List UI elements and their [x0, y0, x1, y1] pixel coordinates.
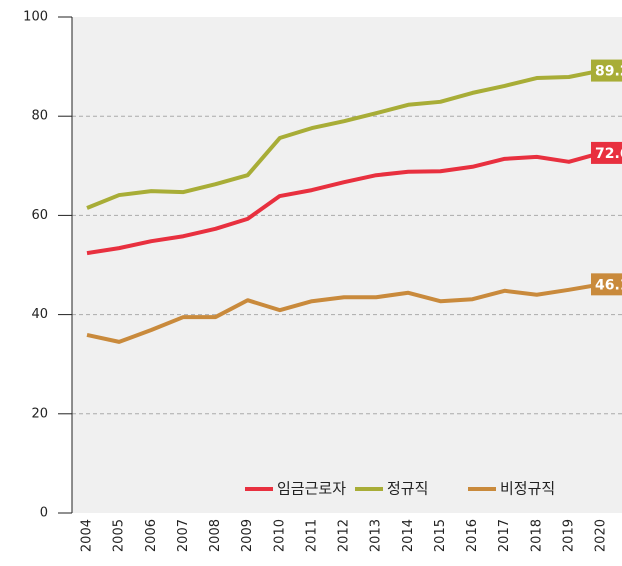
x-tick-label: 2015 — [433, 519, 448, 552]
x-tick-label: 2020 — [594, 519, 609, 552]
end-label: 46.1 — [595, 277, 622, 293]
x-tick-label: 2017 — [497, 519, 512, 552]
y-tick-label: 80 — [31, 109, 48, 124]
plot-area — [72, 17, 622, 513]
x-tick-label: 2010 — [272, 519, 287, 552]
y-tick-label: 0 — [40, 506, 48, 521]
series-line — [86, 68, 602, 210]
x-tick-label: 2005 — [112, 519, 127, 552]
end-label-bg — [591, 273, 622, 296]
series-line — [86, 150, 602, 256]
x-tick-label: 2011 — [304, 519, 319, 552]
x-tick-label: 2012 — [337, 519, 352, 552]
legend-label: 임금근로자 — [277, 480, 346, 498]
x-tick-label: 2016 — [465, 519, 480, 552]
end-label: 72.6 — [595, 146, 622, 162]
x-tick-label: 2013 — [369, 519, 384, 552]
legend-label: 정규직 — [387, 480, 428, 498]
x-tick-label: 2006 — [144, 519, 159, 552]
y-tick-label: 60 — [31, 208, 48, 223]
end-label-bg — [591, 141, 622, 164]
y-tick-label: 100 — [23, 10, 48, 25]
x-tick-label: 2018 — [529, 519, 544, 552]
end-label: 89.2 — [595, 64, 622, 80]
series-line — [86, 282, 602, 344]
x-tick-label: 2008 — [208, 519, 223, 552]
x-tick-label: 2009 — [240, 519, 255, 552]
end-label-bg — [591, 59, 622, 82]
y-tick-label: 40 — [31, 307, 48, 322]
legend-label: 비정규직 — [500, 480, 555, 498]
x-tick-label: 2014 — [401, 519, 416, 552]
y-tick-label: 20 — [31, 406, 48, 421]
x-tick-label: 2007 — [176, 519, 191, 552]
x-tick-label: 2019 — [561, 519, 576, 552]
x-tick-label: 2004 — [80, 519, 95, 552]
